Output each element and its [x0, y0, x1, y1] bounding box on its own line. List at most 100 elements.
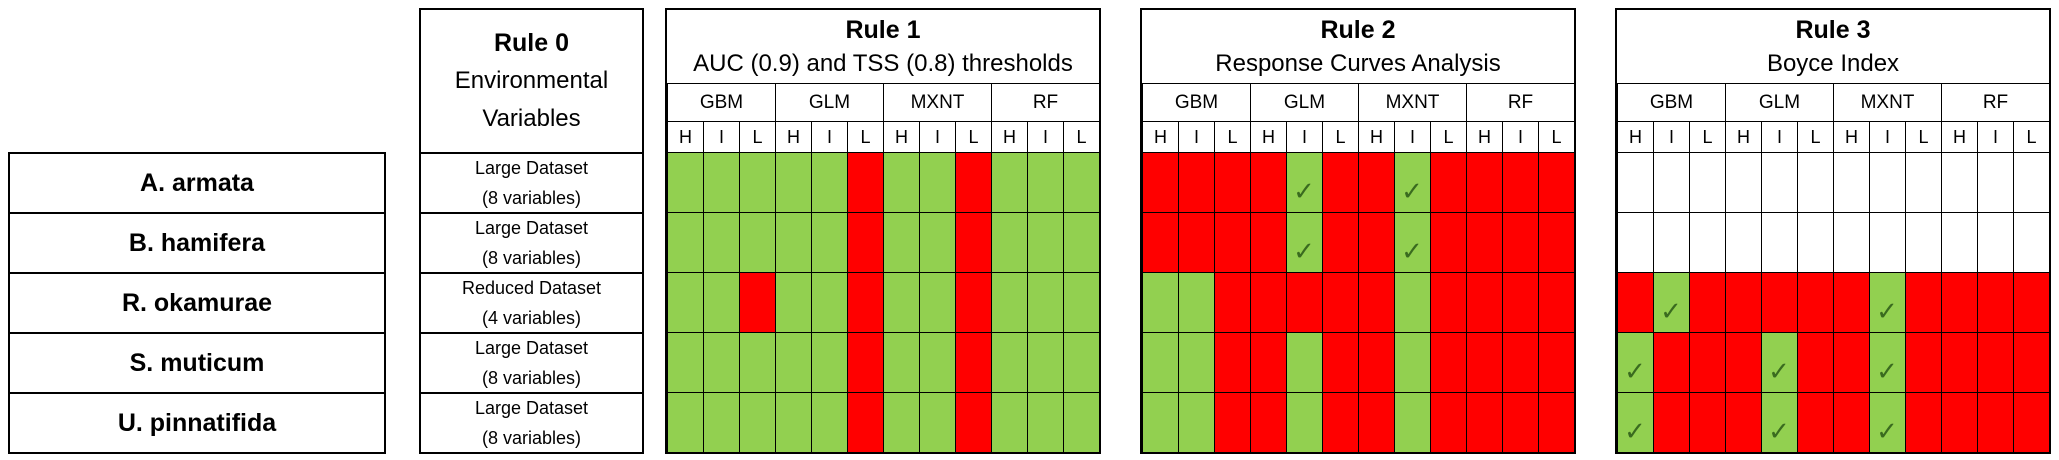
result-cell [919, 392, 956, 453]
result-cell [955, 392, 992, 453]
algorithm-header: GBM [667, 83, 776, 122]
result-cell [1502, 152, 1539, 213]
result-cell [1869, 332, 1906, 393]
result-cell [2013, 332, 2050, 393]
rule-title: Rule 1 [845, 15, 921, 44]
level-header: H [1466, 121, 1503, 153]
result-cell [1689, 332, 1726, 393]
result-cell [667, 272, 704, 333]
result-cell [1833, 392, 1870, 453]
result-cell [739, 392, 776, 453]
level-header: H [1617, 121, 1654, 153]
result-cell [1430, 392, 1467, 453]
result-cell [1430, 272, 1467, 333]
result-cell [811, 332, 848, 393]
result-cell [1466, 392, 1503, 453]
result-cell [811, 392, 848, 453]
result-cell [1653, 392, 1690, 453]
level-header: H [1725, 121, 1762, 153]
result-cell [1063, 152, 1100, 213]
algorithm-header: RF [991, 83, 1100, 122]
result-cell [1653, 332, 1690, 393]
result-cell [919, 272, 956, 333]
result-cell [1358, 392, 1395, 453]
result-cell [1430, 152, 1467, 213]
check-icon: ✓ [1660, 297, 1682, 327]
result-cell [2013, 272, 2050, 333]
result-cell [1502, 332, 1539, 393]
rule-header: Rule 1 AUC (0.9) and TSS (0.8) thresholds [667, 10, 1099, 83]
dataset-cell: Reduced Dataset (4 variables) [419, 272, 644, 334]
result-cell [883, 152, 920, 213]
result-cell [1869, 212, 1906, 273]
result-cell [1761, 212, 1798, 273]
result-cell [1358, 212, 1395, 273]
dataset-text: Reduced Dataset [461, 278, 602, 298]
result-cell [703, 332, 740, 393]
result-cell [1941, 152, 1978, 213]
result-cell [1027, 332, 1064, 393]
result-cell [1725, 332, 1762, 393]
level-header: I [1394, 121, 1431, 153]
rule0-header: Rule 0 Environmental Variables [419, 8, 644, 154]
algorithm-header: RF [1941, 83, 2050, 122]
level-header: H [883, 121, 920, 153]
result-cell [1466, 332, 1503, 393]
result-cell [775, 332, 812, 393]
level-header: H [991, 121, 1028, 153]
level-header: H [775, 121, 812, 153]
result-cell [1250, 392, 1287, 453]
species-label: R. okamurae [8, 272, 386, 334]
result-cell [1833, 332, 1870, 393]
result-cell [1214, 272, 1251, 333]
result-cell [1689, 212, 1726, 273]
result-cell [1142, 152, 1179, 213]
check-icon: ✓ [1293, 237, 1315, 267]
rule3-frame [1615, 8, 2051, 454]
result-cell [919, 152, 956, 213]
result-cell [883, 332, 920, 393]
result-cell [739, 272, 776, 333]
result-cell [667, 152, 704, 213]
algorithm-header: GLM [775, 83, 884, 122]
result-cell [1905, 212, 1942, 273]
level-header: I [1502, 121, 1539, 153]
check-icon: ✓ [1624, 357, 1646, 387]
result-cell [847, 392, 884, 453]
result-cell [1286, 392, 1323, 453]
result-cell [1027, 212, 1064, 273]
result-cell [1063, 332, 1100, 393]
dataset-cell: Large Dataset (8 variables) [419, 152, 644, 214]
result-cell [1905, 332, 1942, 393]
level-header: L [1063, 121, 1100, 153]
result-cell [1358, 332, 1395, 393]
result-cell [1142, 272, 1179, 333]
result-cell [1689, 392, 1726, 453]
result-cell [1797, 212, 1834, 273]
result-cell [1761, 332, 1798, 393]
result-cell [1027, 272, 1064, 333]
result-cell [1322, 332, 1359, 393]
result-cell [1178, 392, 1215, 453]
level-header: H [1250, 121, 1287, 153]
level-header: L [1689, 121, 1726, 153]
level-header: L [739, 121, 776, 153]
result-cell [667, 332, 704, 393]
result-cell [739, 332, 776, 393]
level-header: I [1286, 121, 1323, 153]
result-cell [739, 212, 776, 273]
result-cell [1063, 212, 1100, 273]
result-cell [1322, 272, 1359, 333]
level-header: H [1833, 121, 1870, 153]
rule-title: Rule 2 [1320, 15, 1396, 44]
result-cell [991, 212, 1028, 273]
result-cell [775, 152, 812, 213]
result-cell [1466, 152, 1503, 213]
dataset-text: (8 variables) [481, 368, 582, 388]
dataset-cell: Large Dataset (8 variables) [419, 332, 644, 394]
dataset-text: Large Dataset [474, 218, 589, 238]
result-cell [1941, 272, 1978, 333]
result-cell [1977, 152, 2014, 213]
species-label: U. pinnatifida [8, 392, 386, 454]
result-cell [1142, 392, 1179, 453]
